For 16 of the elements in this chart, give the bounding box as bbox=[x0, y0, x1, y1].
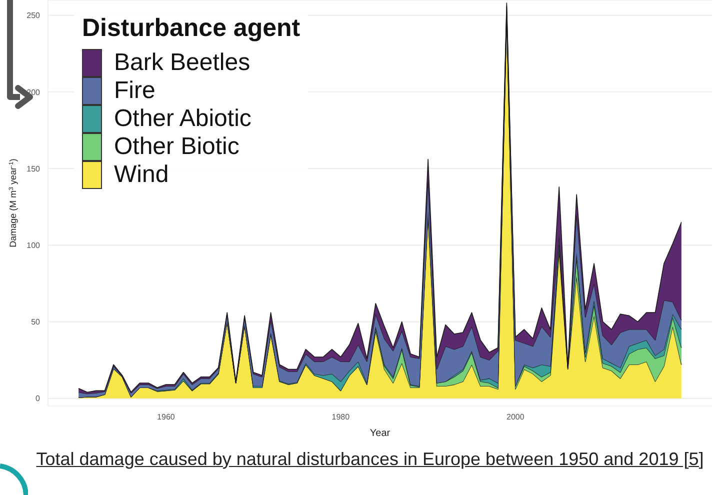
legend-label: Other Biotic bbox=[114, 133, 240, 161]
legend-label: Wind bbox=[114, 161, 169, 189]
y-tick-label: 50 bbox=[31, 318, 41, 327]
legend-label: Bark Beetles bbox=[114, 49, 250, 77]
legend-title: Disturbance agent bbox=[82, 14, 300, 43]
y-tick-label: 250 bbox=[26, 11, 41, 20]
text: Total damage caused by natural disturbances in Europe between 1950 and 2019 [5] bbox=[35, 448, 705, 471]
y-tick-label: 150 bbox=[26, 164, 41, 174]
legend-label: Other Abiotic bbox=[114, 105, 252, 133]
x-tick-label: 2000 bbox=[506, 412, 525, 422]
y-tick-label: 100 bbox=[26, 240, 41, 250]
y-tick-label: 0 bbox=[36, 394, 41, 404]
legend-label: Fire bbox=[114, 77, 156, 105]
x-axis-title: Year bbox=[370, 428, 391, 439]
x-tick-label: 1960 bbox=[157, 412, 176, 422]
x-tick-label: 1980 bbox=[332, 412, 350, 422]
